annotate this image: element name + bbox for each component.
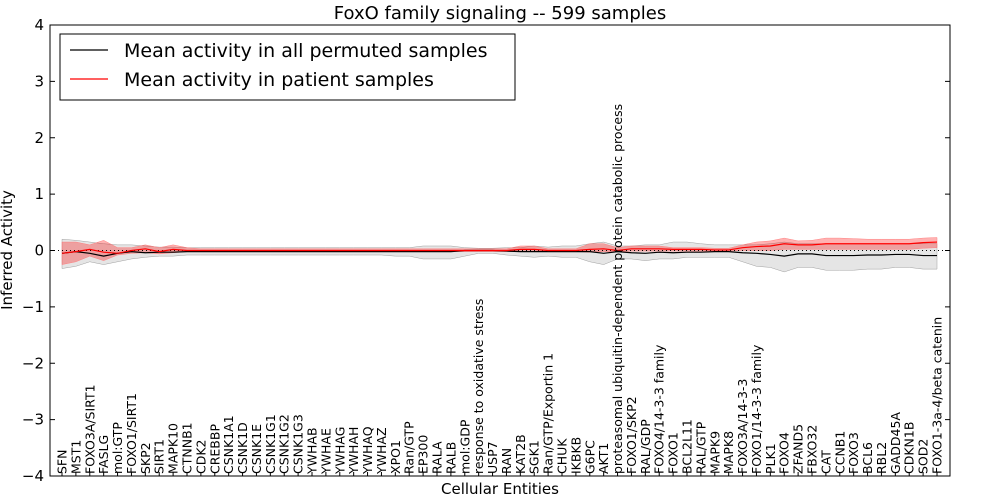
chart-title: FoxO family signaling -- 599 samples <box>334 3 666 24</box>
x-tick-label: EP300 <box>416 435 431 474</box>
x-tick-label: GADD45A <box>888 412 903 474</box>
x-tick-label: SOD2 <box>916 439 931 474</box>
x-tick-label: response to oxidative stress <box>471 299 486 474</box>
x-axis-category-labels: SFNMST1FOXO3A/SIRT1FASLGmol:GTPFOXO1/SIR… <box>55 104 945 476</box>
x-tick-label: YWHAZ <box>374 427 389 475</box>
x-tick-label: IKBKB <box>568 437 583 474</box>
x-tick-label: PLK1 <box>763 443 778 474</box>
x-tick-label: RALA <box>430 441 445 474</box>
legend-label: Mean activity in all permuted samples <box>124 40 487 62</box>
x-tick-label: MAPK9 <box>707 431 722 474</box>
x-tick-label: XPO1 <box>388 440 403 474</box>
x-tick-label: AKT1 <box>596 443 611 474</box>
y-tick-label: −4 <box>22 467 44 485</box>
series-line-layer <box>61 241 938 257</box>
x-tick-label: CTNNB1 <box>180 422 195 474</box>
x-tick-label: CAT <box>818 450 833 474</box>
x-tick-label: CCNB1 <box>832 431 847 474</box>
x-tick-label: YWHAE <box>318 428 333 475</box>
x-tick-label: mol:GTP <box>110 422 125 474</box>
y-tick-label: −1 <box>22 298 44 316</box>
x-tick-label: KAT2B <box>513 434 528 474</box>
x-tick-label: SGK1 <box>527 440 542 474</box>
x-tick-label: Ran/GTP <box>402 421 417 474</box>
x-tick-label: FOXO1/SIRT1 <box>124 393 139 474</box>
legend-label: Mean activity in patient samples <box>124 69 434 91</box>
y-tick-label: 2 <box>34 129 44 147</box>
x-tick-label: FOXO3A/14-3-3 <box>735 379 750 474</box>
x-axis-label: Cellular Entities <box>441 480 559 498</box>
x-tick-label: ZFAND5 <box>791 424 806 474</box>
legend-frame <box>59 33 516 101</box>
x-tick-label: CSNK1G1 <box>263 414 278 474</box>
x-tick-label: RAL/GDP <box>638 419 653 474</box>
x-tick-label: MAPK10 <box>166 423 181 474</box>
x-tick-label: CSNK1G3 <box>291 414 306 474</box>
x-tick-label: CDKN1B <box>902 422 917 474</box>
x-tick-label: SIRT1 <box>152 439 167 474</box>
legend: Mean activity in all permuted samples Mea… <box>59 33 516 101</box>
x-tick-label: CREBBP <box>207 424 222 474</box>
x-tick-label: YWHAG <box>332 427 347 475</box>
x-tick-label: CDK2 <box>193 439 208 474</box>
y-axis-label: Inferred Activity <box>0 190 16 310</box>
x-tick-label: RAL/GTP <box>693 421 708 474</box>
y-tick-label: −2 <box>22 354 44 372</box>
x-tick-label: FOXO1/SKP2 <box>624 396 639 474</box>
y-tick-label: −3 <box>22 411 44 429</box>
x-tick-label: CSNK1G2 <box>277 414 292 474</box>
band-permuted <box>61 238 938 273</box>
x-tick-label: FOXO4/14-3-3 family <box>652 344 667 474</box>
x-tick-label: CSNK1D <box>235 422 250 474</box>
x-tick-label: FOXO1/14-3-3 family <box>749 344 764 474</box>
y-axis: −4 −3 −2 −1 0 1 2 3 4 <box>22 16 950 485</box>
x-tick-label: Ran/GTP/Exportin 1 <box>541 353 556 474</box>
x-tick-label: SKP2 <box>138 442 153 474</box>
x-tick-label: FOXO3A/SIRT1 <box>82 384 97 474</box>
x-tick-label: RALB <box>443 442 458 474</box>
x-tick-label: MAPK8 <box>721 431 736 474</box>
y-tick-label: 3 <box>34 72 44 90</box>
x-tick-label: YWHAH <box>346 427 361 475</box>
x-tick-label: FASLG <box>96 435 111 474</box>
x-tick-label: SFN <box>55 450 70 474</box>
x-tick-label: MST1 <box>68 440 83 474</box>
x-tick-label: FBXO32 <box>805 425 820 474</box>
x-tick-label: FOXO4 <box>777 432 792 474</box>
x-tick-label: G6PC <box>582 440 597 474</box>
y-tick-label: 0 <box>34 242 44 260</box>
y-tick-label: 1 <box>34 185 44 203</box>
x-tick-label: USP7 <box>485 441 500 474</box>
x-tick-label: FOXO1 <box>666 432 681 474</box>
x-tick-label: YWHAB <box>305 427 320 475</box>
x-tick-label: mol:GDP <box>457 419 472 474</box>
x-tick-label: CSNK1E <box>249 424 264 474</box>
y-tick-label: 4 <box>34 16 44 34</box>
x-tick-label: BCL2L11 <box>680 419 695 474</box>
x-tick-label: proteasomal ubiquitin-dependent protein … <box>610 104 625 474</box>
x-tick-label: FOXO1-3a-4/beta catenin <box>930 317 945 474</box>
x-tick-label: YWHAQ <box>360 426 375 475</box>
series-line-patient <box>61 241 938 254</box>
x-tick-label: CHUK <box>555 438 570 474</box>
x-tick-label: RBL2 <box>874 442 889 474</box>
x-tick-label: RAN <box>499 448 514 474</box>
x-tick-label: CSNK1A1 <box>221 415 236 474</box>
x-tick-label: FOXO3 <box>846 432 861 474</box>
x-tick-label: BCL6 <box>860 442 875 474</box>
